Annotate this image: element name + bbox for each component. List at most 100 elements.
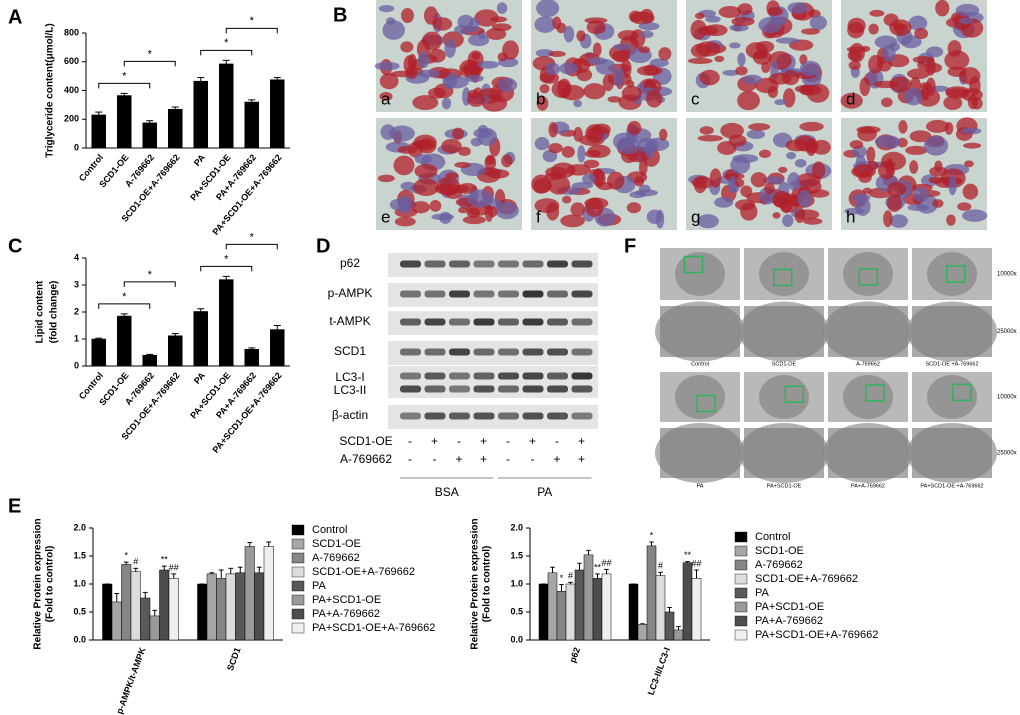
y-axis-label: Relative Protein expression (470, 518, 481, 649)
bar (121, 564, 132, 641)
cell (400, 41, 414, 53)
cell (786, 152, 797, 160)
tem-caption: PA+A-769662 (851, 483, 885, 489)
blot-row-label: LC3-II (334, 383, 367, 397)
bar (583, 554, 594, 641)
legend-label: Control (755, 531, 790, 543)
cell (868, 54, 883, 74)
cell (465, 74, 484, 83)
legend-swatch (291, 622, 305, 634)
cell (577, 145, 586, 163)
cell (539, 84, 550, 94)
blot-band (473, 372, 495, 380)
stain-image: g (686, 118, 832, 230)
treatment-label: A-769662 (340, 452, 392, 466)
cell (764, 182, 775, 195)
significance-bracket (123, 60, 176, 67)
cell (416, 69, 441, 78)
tem-caption: PA (697, 483, 704, 489)
cell (412, 95, 439, 111)
image-label: c (691, 89, 700, 108)
cell (645, 89, 663, 108)
cell (774, 99, 786, 106)
tem-image (739, 301, 829, 362)
cell (796, 173, 821, 187)
cell (783, 88, 796, 108)
zoom-box (945, 265, 966, 283)
cell (627, 120, 642, 136)
legend-label: PA+SCD1-OE+A-769662 (755, 629, 878, 641)
cell (697, 134, 724, 142)
cell (562, 195, 572, 204)
blot-row-label: β-actin (332, 408, 368, 422)
treatment-sign: + (529, 434, 536, 448)
significance-bracket (123, 281, 176, 287)
tem-cell (823, 423, 913, 483)
cell (914, 27, 929, 40)
bar (116, 95, 132, 149)
cell (638, 46, 651, 54)
cell (859, 77, 871, 97)
blot-band (473, 412, 495, 420)
cell (730, 156, 751, 174)
cell (847, 22, 865, 39)
tem-image (823, 423, 913, 483)
cell (607, 171, 625, 190)
cell (444, 39, 456, 58)
cell (728, 134, 747, 147)
cell (585, 197, 604, 218)
blot-band (498, 412, 519, 420)
cell (467, 189, 494, 208)
cell (944, 121, 954, 135)
significance: * (560, 573, 564, 583)
cell (413, 178, 439, 197)
cell (907, 68, 930, 80)
bar (574, 569, 585, 641)
tem-cell (843, 252, 893, 296)
cell (909, 130, 932, 143)
cell (857, 126, 877, 142)
cell (926, 119, 950, 133)
bar (556, 591, 567, 641)
cell (858, 171, 872, 183)
cell (967, 94, 978, 110)
cell (731, 16, 755, 27)
bar (193, 80, 209, 149)
blot-row-label: p62 (340, 256, 360, 270)
cell (584, 17, 608, 24)
cell (889, 76, 912, 93)
blot-band (498, 260, 519, 268)
cell (877, 161, 896, 180)
cell (740, 185, 753, 198)
cell (477, 60, 500, 69)
image-label: h (846, 207, 855, 226)
cell (787, 172, 801, 191)
cell (883, 210, 893, 228)
blot-band (522, 348, 544, 356)
cell (694, 12, 705, 20)
blot-band (547, 348, 568, 356)
tem-cell (759, 375, 809, 419)
tem-cell (655, 301, 745, 362)
treatment-sign: - (433, 452, 437, 466)
blot-band (400, 385, 421, 393)
blot-band (449, 290, 470, 298)
cell (720, 122, 744, 139)
cell (586, 20, 606, 35)
significance: ** (594, 562, 602, 572)
cell (794, 158, 807, 168)
blot-band (424, 372, 446, 380)
cell (734, 178, 745, 188)
cell (474, 9, 499, 27)
stain-image: e (376, 118, 522, 230)
blot-band (400, 318, 421, 326)
blot-band (571, 372, 593, 380)
cell (969, 76, 981, 96)
legend-label: A-769662 (755, 559, 803, 571)
cell (468, 34, 490, 47)
cell (552, 16, 562, 30)
cell (868, 23, 879, 35)
legend-label: PA+A-769662 (312, 608, 380, 620)
bar (130, 571, 141, 641)
cell (767, 85, 779, 99)
